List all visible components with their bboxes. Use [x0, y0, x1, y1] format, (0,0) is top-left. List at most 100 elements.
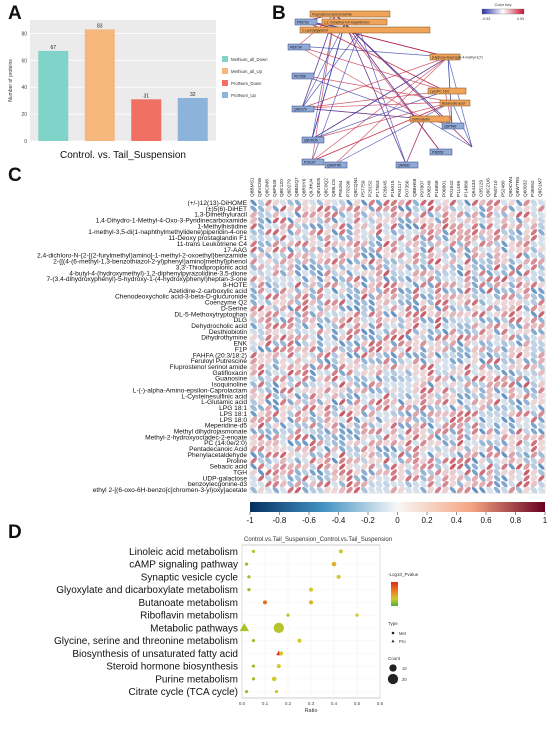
correlation-ellipse [405, 486, 412, 494]
correlation-ellipse [361, 199, 368, 207]
correlation-ellipse [412, 211, 420, 219]
correlation-ellipse [471, 234, 479, 242]
correlation-ellipse [420, 410, 427, 418]
correlation-ellipse [301, 351, 309, 359]
correlation-ellipse [501, 481, 508, 488]
data-point-circle [247, 575, 251, 579]
correlation-ellipse [368, 316, 376, 324]
correlation-ellipse [449, 211, 457, 219]
correlation-ellipse [316, 299, 324, 306]
correlation-ellipse [331, 381, 339, 388]
correlation-ellipse [353, 369, 361, 377]
color-key-min: -0.93 [482, 17, 490, 21]
correlation-ellipse [324, 352, 331, 359]
data-point-circle [309, 600, 313, 605]
correlation-ellipse [508, 340, 516, 347]
heatmap-column-label: Q8BMS1 [250, 177, 256, 197]
correlation-ellipse [338, 246, 346, 254]
correlation-ellipse [471, 392, 479, 400]
correlation-ellipse [464, 252, 471, 259]
correlation-ellipse [331, 269, 339, 277]
correlation-ellipse [538, 352, 545, 359]
correlation-ellipse [449, 334, 457, 342]
x-tick-label: 0.2 [285, 701, 292, 706]
correlation-ellipse [478, 457, 486, 465]
correlation-ellipse [346, 457, 353, 465]
correlation-ellipse [523, 428, 530, 435]
correlation-ellipse [464, 240, 471, 248]
correlation-ellipse [442, 305, 449, 312]
correlation-ellipse [346, 252, 353, 260]
correlation-ellipse [434, 217, 442, 224]
correlation-ellipse [412, 305, 420, 312]
y-tick-label: 40 [21, 85, 27, 91]
network-edge [311, 22, 346, 140]
heatmap-row-label: 7-(3,4-dihydroxyphenyl)-5-hydroxy-1-(4-h… [47, 276, 248, 283]
correlation-ellipse [427, 234, 434, 242]
correlation-ellipse [434, 398, 442, 406]
correlation-ellipse [331, 469, 339, 476]
correlation-ellipse [361, 475, 368, 482]
correlation-ellipse [442, 451, 449, 459]
correlation-ellipse [353, 393, 361, 400]
correlation-ellipse [250, 252, 258, 260]
correlation-ellipse [523, 281, 530, 289]
legend-swatch [222, 80, 228, 86]
heatmap-row-label: 11-Deoxy prostaglandin F1 [168, 235, 247, 242]
correlation-ellipse [331, 486, 339, 494]
correlation-ellipse [301, 416, 309, 424]
correlation-ellipse [478, 304, 486, 312]
correlation-ellipse [479, 346, 486, 353]
correlation-ellipse [479, 486, 486, 494]
correlation-ellipse [302, 281, 309, 289]
correlation-ellipse [360, 258, 368, 265]
heatmap-row-label: PC (14:0e/2:0) [204, 440, 247, 447]
correlation-ellipse [523, 275, 530, 283]
correlation-ellipse [456, 246, 464, 254]
correlation-ellipse [390, 463, 397, 470]
network-edge [311, 90, 446, 140]
network-edge [311, 56, 449, 162]
pathway-label: cAMP signaling pathway [129, 560, 238, 571]
correlation-ellipse [515, 287, 523, 295]
data-point-circle [355, 613, 359, 617]
correlation-ellipse [493, 269, 501, 277]
correlation-ellipse [412, 416, 420, 424]
correlation-ellipse [486, 357, 493, 365]
correlation-ellipse [434, 328, 442, 336]
correlation-ellipse [419, 217, 427, 224]
heatmap-column-label: P70296 [346, 180, 352, 197]
correlation-ellipse [338, 439, 346, 447]
correlation-ellipse [390, 340, 397, 347]
correlation-ellipse [486, 328, 494, 336]
correlation-ellipse [397, 263, 405, 271]
correlation-ellipse [265, 252, 272, 259]
correlation-ellipse [353, 434, 361, 441]
correlation-ellipse [265, 211, 272, 219]
correlation-ellipse [530, 334, 538, 342]
correlation-ellipse [390, 469, 398, 476]
correlation-ellipse [434, 363, 442, 371]
correlation-ellipse [442, 480, 449, 488]
heatmap-column-label: P17563 [375, 180, 381, 197]
heatmap-row-label: Coenzyme Q2 [205, 300, 247, 307]
correlation-ellipse [287, 369, 294, 376]
network-edge [344, 22, 407, 165]
correlation-ellipse [368, 369, 376, 377]
correlation-ellipse [390, 252, 398, 260]
correlation-ellipse [397, 316, 405, 324]
correlation-ellipse [442, 199, 449, 207]
correlation-ellipse [324, 451, 331, 459]
correlation-ellipse [442, 205, 449, 213]
correlation-ellipse [375, 399, 383, 406]
correlation-ellipse [368, 222, 376, 230]
correlation-ellipse [478, 433, 486, 441]
heatmap-column-label: Q8VDD5 [316, 177, 322, 197]
correlation-ellipse [287, 258, 294, 265]
correlation-ellipse [375, 346, 383, 353]
correlation-ellipse [309, 334, 317, 342]
correlation-ellipse [486, 457, 493, 465]
correlation-ellipse [427, 246, 434, 253]
